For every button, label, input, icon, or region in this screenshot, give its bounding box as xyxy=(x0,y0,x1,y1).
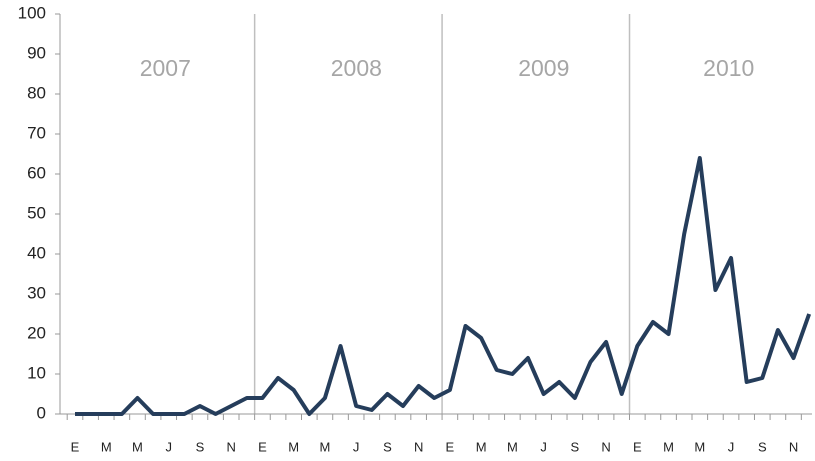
year-label: 2008 xyxy=(331,55,382,81)
x-tick-label: J xyxy=(353,439,360,454)
x-tick-label: S xyxy=(571,439,580,454)
x-tick-label: S xyxy=(758,439,767,454)
y-tick-label: 90 xyxy=(27,43,46,62)
x-tick-label: N xyxy=(601,439,610,454)
data-line xyxy=(75,156,812,416)
x-tick-label: M xyxy=(694,439,705,454)
year-label: 2010 xyxy=(703,55,754,81)
y-tick-label: 0 xyxy=(37,403,46,422)
y-tick-label: 50 xyxy=(27,203,46,222)
x-tick-label: N xyxy=(414,439,423,454)
x-tick-label: M xyxy=(288,439,299,454)
y-tick-label: 20 xyxy=(27,323,46,342)
x-tick-label: E xyxy=(71,439,80,454)
y-tick-label: 10 xyxy=(27,363,46,382)
y-tick-label: 80 xyxy=(27,83,46,102)
y-tick-label: 30 xyxy=(27,283,46,302)
x-tick-label: S xyxy=(196,439,205,454)
x-tick-label: M xyxy=(663,439,674,454)
x-tick-label: J xyxy=(728,439,735,454)
x-tick-label: M xyxy=(319,439,330,454)
y-tick-label: 70 xyxy=(27,123,46,142)
year-label: 2007 xyxy=(140,55,191,81)
x-tick-label: M xyxy=(132,439,143,454)
x-tick-label: S xyxy=(383,439,392,454)
y-tick-label: 60 xyxy=(27,163,46,182)
year-label: 2009 xyxy=(518,55,569,81)
x-tick-label: J xyxy=(540,439,547,454)
x-tick-label: J xyxy=(165,439,172,454)
y-tick-label: 100 xyxy=(18,3,46,22)
x-tick-label: E xyxy=(258,439,267,454)
x-tick-label: E xyxy=(633,439,642,454)
x-tick-label: M xyxy=(476,439,487,454)
x-tick-label: E xyxy=(446,439,455,454)
y-tick-label: 40 xyxy=(27,243,46,262)
x-tick-label: M xyxy=(101,439,112,454)
x-tick-label: N xyxy=(227,439,236,454)
x-tick-label: N xyxy=(789,439,798,454)
x-tick-label: M xyxy=(507,439,518,454)
